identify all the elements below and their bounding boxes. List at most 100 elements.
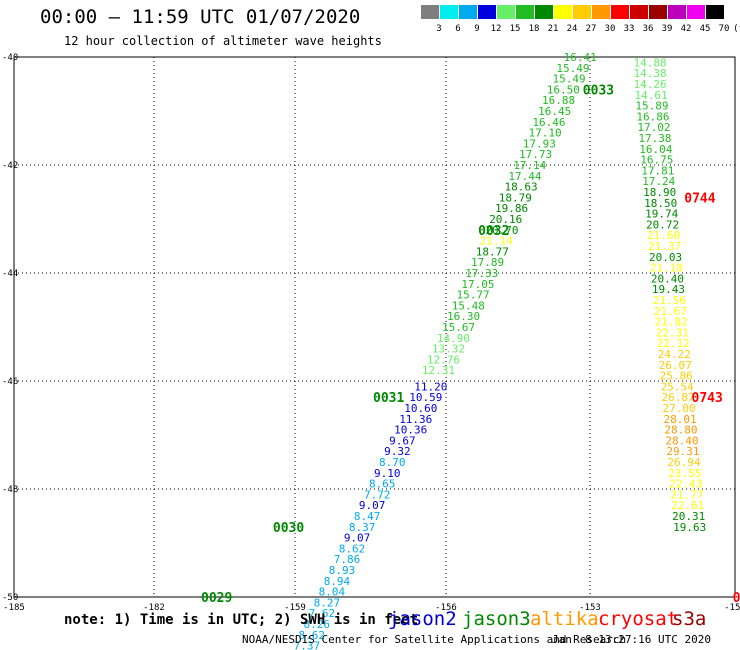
swh-value: 15.48 bbox=[452, 299, 485, 312]
swh-value: 22.43 bbox=[669, 478, 702, 491]
swh-value: 17.24 bbox=[642, 175, 675, 188]
scale-label: 18 bbox=[528, 24, 540, 34]
map-title: 00:00 – 11:59 UTC 01/07/2020 bbox=[40, 6, 361, 28]
swh-value: 17.44 bbox=[508, 170, 541, 183]
scale-label: 30 bbox=[604, 24, 616, 34]
swh-value: 16.41 bbox=[564, 51, 597, 64]
swh-value: 8.62 bbox=[339, 542, 366, 555]
latitude-tick-label: -48 bbox=[2, 485, 18, 495]
swh-value: 20.31 bbox=[672, 510, 705, 523]
swh-value: 20.16 bbox=[489, 213, 522, 226]
swh-value: 16.46 bbox=[532, 116, 565, 129]
scale-swatch bbox=[592, 5, 610, 19]
scale-swatch bbox=[516, 5, 534, 19]
swh-value: 17.10 bbox=[529, 127, 562, 140]
scale-swatch bbox=[535, 5, 553, 19]
swh-value: 11.36 bbox=[399, 413, 432, 426]
scale-unit: (ft) bbox=[733, 24, 740, 34]
longitude-tick-label: -182 bbox=[143, 603, 165, 613]
swh-value: 10.60 bbox=[404, 402, 437, 415]
swh-value: 16.04 bbox=[639, 143, 672, 156]
swh-value: 21.37 bbox=[648, 240, 681, 253]
swh-value: 21.56 bbox=[653, 294, 686, 307]
swh-value: 16.50 bbox=[547, 83, 580, 96]
scale-swatch bbox=[573, 5, 591, 19]
swh-value: 7.62 bbox=[309, 607, 336, 620]
swh-value: 9.32 bbox=[384, 445, 411, 458]
satellite-legend-s3a: s3a bbox=[672, 608, 707, 630]
scale-label: 42 bbox=[680, 24, 692, 34]
swh-value: 8.04 bbox=[319, 586, 346, 599]
scale-label: 33 bbox=[623, 24, 635, 34]
longitude-tick-label: -159 bbox=[284, 603, 306, 613]
swh-value: 8.26 bbox=[304, 618, 331, 631]
swh-value: 11.20 bbox=[414, 380, 447, 393]
scale-swatch bbox=[687, 5, 705, 19]
scale-label: 70 bbox=[718, 24, 730, 34]
swh-value: 12.76 bbox=[427, 353, 460, 366]
swh-value: 20.70 bbox=[485, 224, 518, 237]
swh-value: 19.86 bbox=[495, 202, 528, 215]
swh-value: 20.03 bbox=[649, 251, 682, 264]
pass-time-label: 0033 bbox=[583, 83, 614, 98]
swh-value: 25.86 bbox=[660, 370, 693, 383]
swh-value: 9.67 bbox=[389, 434, 416, 447]
scale-label: 21 bbox=[547, 24, 559, 34]
scale-swatch bbox=[706, 5, 724, 19]
pass-time-label: 0032 bbox=[478, 224, 509, 239]
swh-value: 10.36 bbox=[394, 424, 427, 437]
swh-value: 17.05 bbox=[461, 278, 494, 291]
swh-value: 14.90 bbox=[437, 332, 470, 345]
timestamp-text: Jan 8 13:27:16 UTC 2020 bbox=[552, 633, 711, 646]
swh-value: 8.70 bbox=[379, 456, 406, 469]
map-subtitle: 12 hour collection of altimeter wave hei… bbox=[64, 34, 382, 48]
satellite-legend-cryosat: cryosat bbox=[598, 608, 679, 630]
swh-value: 20.72 bbox=[646, 218, 679, 231]
scale-label: 15 bbox=[509, 24, 521, 34]
swh-value: 14.38 bbox=[634, 67, 667, 80]
swh-value: 7.72 bbox=[364, 488, 391, 501]
scale-label: 24 bbox=[566, 24, 578, 34]
swh-value: 14.26 bbox=[634, 78, 667, 91]
swh-value: 21.77 bbox=[670, 488, 703, 501]
swh-value: 9.10 bbox=[374, 467, 401, 480]
swh-value: 21.67 bbox=[654, 305, 687, 318]
swh-value: 17.33 bbox=[465, 267, 498, 280]
swh-value: 20.40 bbox=[651, 272, 684, 285]
scale-label: 12 bbox=[490, 24, 502, 34]
swh-value: 10.59 bbox=[409, 391, 442, 404]
swh-value: 15.67 bbox=[442, 321, 475, 334]
scale-swatch bbox=[440, 5, 458, 19]
scale-swatch bbox=[421, 5, 439, 19]
swh-value: 23.55 bbox=[668, 467, 701, 480]
swh-value: 25.54 bbox=[661, 380, 694, 393]
longitude-tick-label: -156 bbox=[435, 603, 457, 613]
swh-value: 18.63 bbox=[505, 181, 538, 194]
latitude-tick-label: -42 bbox=[2, 161, 18, 171]
scale-label: 39 bbox=[661, 24, 673, 34]
swh-value: 16.45 bbox=[538, 105, 571, 118]
swh-value: 8.93 bbox=[329, 564, 356, 577]
map-frame bbox=[13, 56, 736, 598]
swh-value: 8.65 bbox=[369, 478, 396, 491]
swh-value: 14.88 bbox=[634, 56, 667, 69]
swh-value: 26.07 bbox=[659, 359, 692, 372]
scale-label: 27 bbox=[585, 24, 597, 34]
swh-value: 22.12 bbox=[657, 337, 690, 350]
swh-value: 15.49 bbox=[553, 73, 586, 86]
satellite-legend-jason2: jason2 bbox=[388, 608, 457, 630]
swh-value: 17.38 bbox=[638, 132, 671, 145]
longitude-tick-label: -153 bbox=[579, 603, 601, 613]
swh-value: 12.31 bbox=[422, 364, 455, 377]
swh-value: 19.74 bbox=[645, 208, 678, 221]
swh-value: 14.61 bbox=[634, 89, 667, 102]
swh-value: 9.07 bbox=[359, 499, 386, 512]
scale-label: 45 bbox=[699, 24, 711, 34]
swh-value: 21.14 bbox=[480, 235, 513, 248]
swh-value: 18.90 bbox=[643, 186, 676, 199]
swh-value: 18.79 bbox=[499, 191, 532, 204]
swh-value: 19.63 bbox=[673, 521, 706, 534]
credit-text: NOAA/NESDIS Center for Satellite Applica… bbox=[242, 633, 627, 646]
swh-value: 21.60 bbox=[647, 229, 680, 242]
swh-value: 18.50 bbox=[644, 197, 677, 210]
